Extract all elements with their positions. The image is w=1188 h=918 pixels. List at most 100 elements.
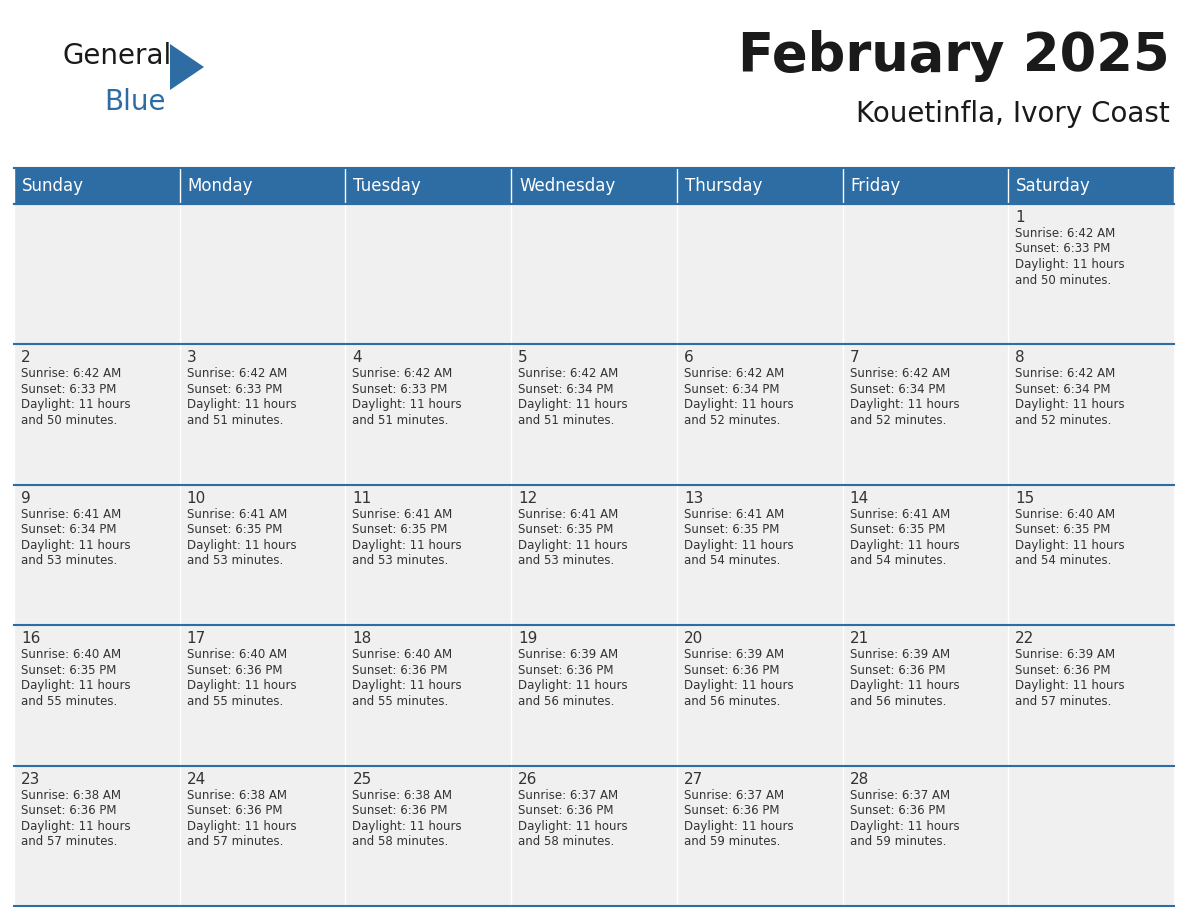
- Text: and 54 minutes.: and 54 minutes.: [1016, 554, 1112, 567]
- Text: Sunset: 6:36 PM: Sunset: 6:36 PM: [684, 664, 779, 677]
- Text: Sunset: 6:35 PM: Sunset: 6:35 PM: [518, 523, 613, 536]
- Text: and 53 minutes.: and 53 minutes.: [518, 554, 614, 567]
- Text: Daylight: 11 hours: Daylight: 11 hours: [518, 539, 627, 552]
- Text: Sunset: 6:36 PM: Sunset: 6:36 PM: [849, 664, 946, 677]
- Text: and 50 minutes.: and 50 minutes.: [21, 414, 118, 427]
- Text: and 51 minutes.: and 51 minutes.: [187, 414, 283, 427]
- Text: Sunset: 6:36 PM: Sunset: 6:36 PM: [518, 664, 614, 677]
- Text: and 52 minutes.: and 52 minutes.: [684, 414, 781, 427]
- Bar: [179, 766, 346, 906]
- Text: Sunset: 6:35 PM: Sunset: 6:35 PM: [187, 523, 282, 536]
- Bar: [346, 204, 511, 344]
- Text: and 51 minutes.: and 51 minutes.: [518, 414, 614, 427]
- Text: Tuesday: Tuesday: [353, 177, 422, 195]
- Text: and 51 minutes.: and 51 minutes.: [353, 414, 449, 427]
- Text: Sunset: 6:36 PM: Sunset: 6:36 PM: [187, 664, 283, 677]
- Text: 27: 27: [684, 772, 703, 787]
- Bar: [179, 485, 346, 625]
- Text: and 52 minutes.: and 52 minutes.: [1016, 414, 1112, 427]
- Text: and 55 minutes.: and 55 minutes.: [187, 695, 283, 708]
- Bar: [842, 344, 1009, 485]
- Text: February 2025: February 2025: [739, 30, 1170, 82]
- Bar: [511, 766, 677, 906]
- Text: Sunrise: 6:39 AM: Sunrise: 6:39 AM: [1016, 648, 1116, 661]
- Text: and 57 minutes.: and 57 minutes.: [21, 835, 118, 848]
- Text: and 50 minutes.: and 50 minutes.: [1016, 274, 1112, 286]
- Text: Sunset: 6:36 PM: Sunset: 6:36 PM: [353, 664, 448, 677]
- Text: Sunset: 6:36 PM: Sunset: 6:36 PM: [849, 804, 946, 817]
- Text: Sunrise: 6:42 AM: Sunrise: 6:42 AM: [684, 367, 784, 380]
- Text: Sunset: 6:36 PM: Sunset: 6:36 PM: [1016, 664, 1111, 677]
- Text: Sunset: 6:36 PM: Sunset: 6:36 PM: [518, 804, 614, 817]
- Text: Sunset: 6:36 PM: Sunset: 6:36 PM: [684, 804, 779, 817]
- Text: 13: 13: [684, 491, 703, 506]
- Text: Daylight: 11 hours: Daylight: 11 hours: [1016, 679, 1125, 692]
- Text: 4: 4: [353, 351, 362, 365]
- Text: Sunset: 6:35 PM: Sunset: 6:35 PM: [684, 523, 779, 536]
- Text: and 57 minutes.: and 57 minutes.: [1016, 695, 1112, 708]
- Text: Daylight: 11 hours: Daylight: 11 hours: [849, 539, 959, 552]
- Text: and 52 minutes.: and 52 minutes.: [849, 414, 946, 427]
- Text: and 54 minutes.: and 54 minutes.: [684, 554, 781, 567]
- Text: Sunrise: 6:42 AM: Sunrise: 6:42 AM: [21, 367, 121, 380]
- Text: 8: 8: [1016, 351, 1025, 365]
- Text: 28: 28: [849, 772, 868, 787]
- Text: and 53 minutes.: and 53 minutes.: [21, 554, 118, 567]
- Text: 6: 6: [684, 351, 694, 365]
- Text: Saturday: Saturday: [1016, 177, 1091, 195]
- Text: Daylight: 11 hours: Daylight: 11 hours: [518, 820, 627, 833]
- Text: 23: 23: [21, 772, 40, 787]
- Text: Sunrise: 6:37 AM: Sunrise: 6:37 AM: [684, 789, 784, 801]
- Text: Sunrise: 6:38 AM: Sunrise: 6:38 AM: [353, 789, 453, 801]
- Text: 3: 3: [187, 351, 196, 365]
- Text: Sunset: 6:33 PM: Sunset: 6:33 PM: [353, 383, 448, 396]
- Text: Sunrise: 6:40 AM: Sunrise: 6:40 AM: [187, 648, 286, 661]
- Text: Sunrise: 6:42 AM: Sunrise: 6:42 AM: [849, 367, 950, 380]
- Bar: [511, 204, 677, 344]
- Text: Sunrise: 6:41 AM: Sunrise: 6:41 AM: [518, 508, 619, 521]
- Text: Sunset: 6:36 PM: Sunset: 6:36 PM: [21, 804, 116, 817]
- Text: Sunrise: 6:40 AM: Sunrise: 6:40 AM: [353, 648, 453, 661]
- Text: 19: 19: [518, 632, 537, 646]
- Bar: [179, 204, 346, 344]
- Text: Daylight: 11 hours: Daylight: 11 hours: [21, 539, 131, 552]
- Bar: [346, 625, 511, 766]
- Text: Daylight: 11 hours: Daylight: 11 hours: [684, 539, 794, 552]
- Text: Daylight: 11 hours: Daylight: 11 hours: [849, 398, 959, 411]
- Bar: [842, 766, 1009, 906]
- Bar: [677, 344, 842, 485]
- Text: Sunset: 6:36 PM: Sunset: 6:36 PM: [187, 804, 283, 817]
- Text: Sunrise: 6:37 AM: Sunrise: 6:37 AM: [518, 789, 618, 801]
- Text: Daylight: 11 hours: Daylight: 11 hours: [21, 679, 131, 692]
- Text: Sunset: 6:33 PM: Sunset: 6:33 PM: [21, 383, 116, 396]
- Bar: [14, 204, 179, 344]
- Text: Sunrise: 6:39 AM: Sunrise: 6:39 AM: [518, 648, 618, 661]
- Bar: [677, 766, 842, 906]
- Text: and 53 minutes.: and 53 minutes.: [353, 554, 449, 567]
- Text: Daylight: 11 hours: Daylight: 11 hours: [353, 679, 462, 692]
- Text: Sunset: 6:35 PM: Sunset: 6:35 PM: [849, 523, 944, 536]
- Text: Daylight: 11 hours: Daylight: 11 hours: [21, 820, 131, 833]
- Text: Daylight: 11 hours: Daylight: 11 hours: [684, 398, 794, 411]
- Polygon shape: [170, 44, 204, 90]
- Text: Sunrise: 6:40 AM: Sunrise: 6:40 AM: [1016, 508, 1116, 521]
- Bar: [677, 625, 842, 766]
- Text: 17: 17: [187, 632, 206, 646]
- Bar: [1009, 625, 1174, 766]
- Bar: [1009, 344, 1174, 485]
- Text: and 56 minutes.: and 56 minutes.: [518, 695, 614, 708]
- Text: Sunrise: 6:38 AM: Sunrise: 6:38 AM: [21, 789, 121, 801]
- Text: 18: 18: [353, 632, 372, 646]
- Text: Sunrise: 6:42 AM: Sunrise: 6:42 AM: [187, 367, 287, 380]
- Text: Blue: Blue: [105, 88, 165, 116]
- Text: Sunrise: 6:37 AM: Sunrise: 6:37 AM: [849, 789, 949, 801]
- Bar: [677, 485, 842, 625]
- Text: Daylight: 11 hours: Daylight: 11 hours: [353, 539, 462, 552]
- Text: 1: 1: [1016, 210, 1025, 225]
- Bar: [346, 485, 511, 625]
- Text: Sunrise: 6:38 AM: Sunrise: 6:38 AM: [187, 789, 286, 801]
- Text: and 53 minutes.: and 53 minutes.: [187, 554, 283, 567]
- Text: Daylight: 11 hours: Daylight: 11 hours: [353, 398, 462, 411]
- Bar: [14, 168, 1174, 204]
- Text: Wednesday: Wednesday: [519, 177, 615, 195]
